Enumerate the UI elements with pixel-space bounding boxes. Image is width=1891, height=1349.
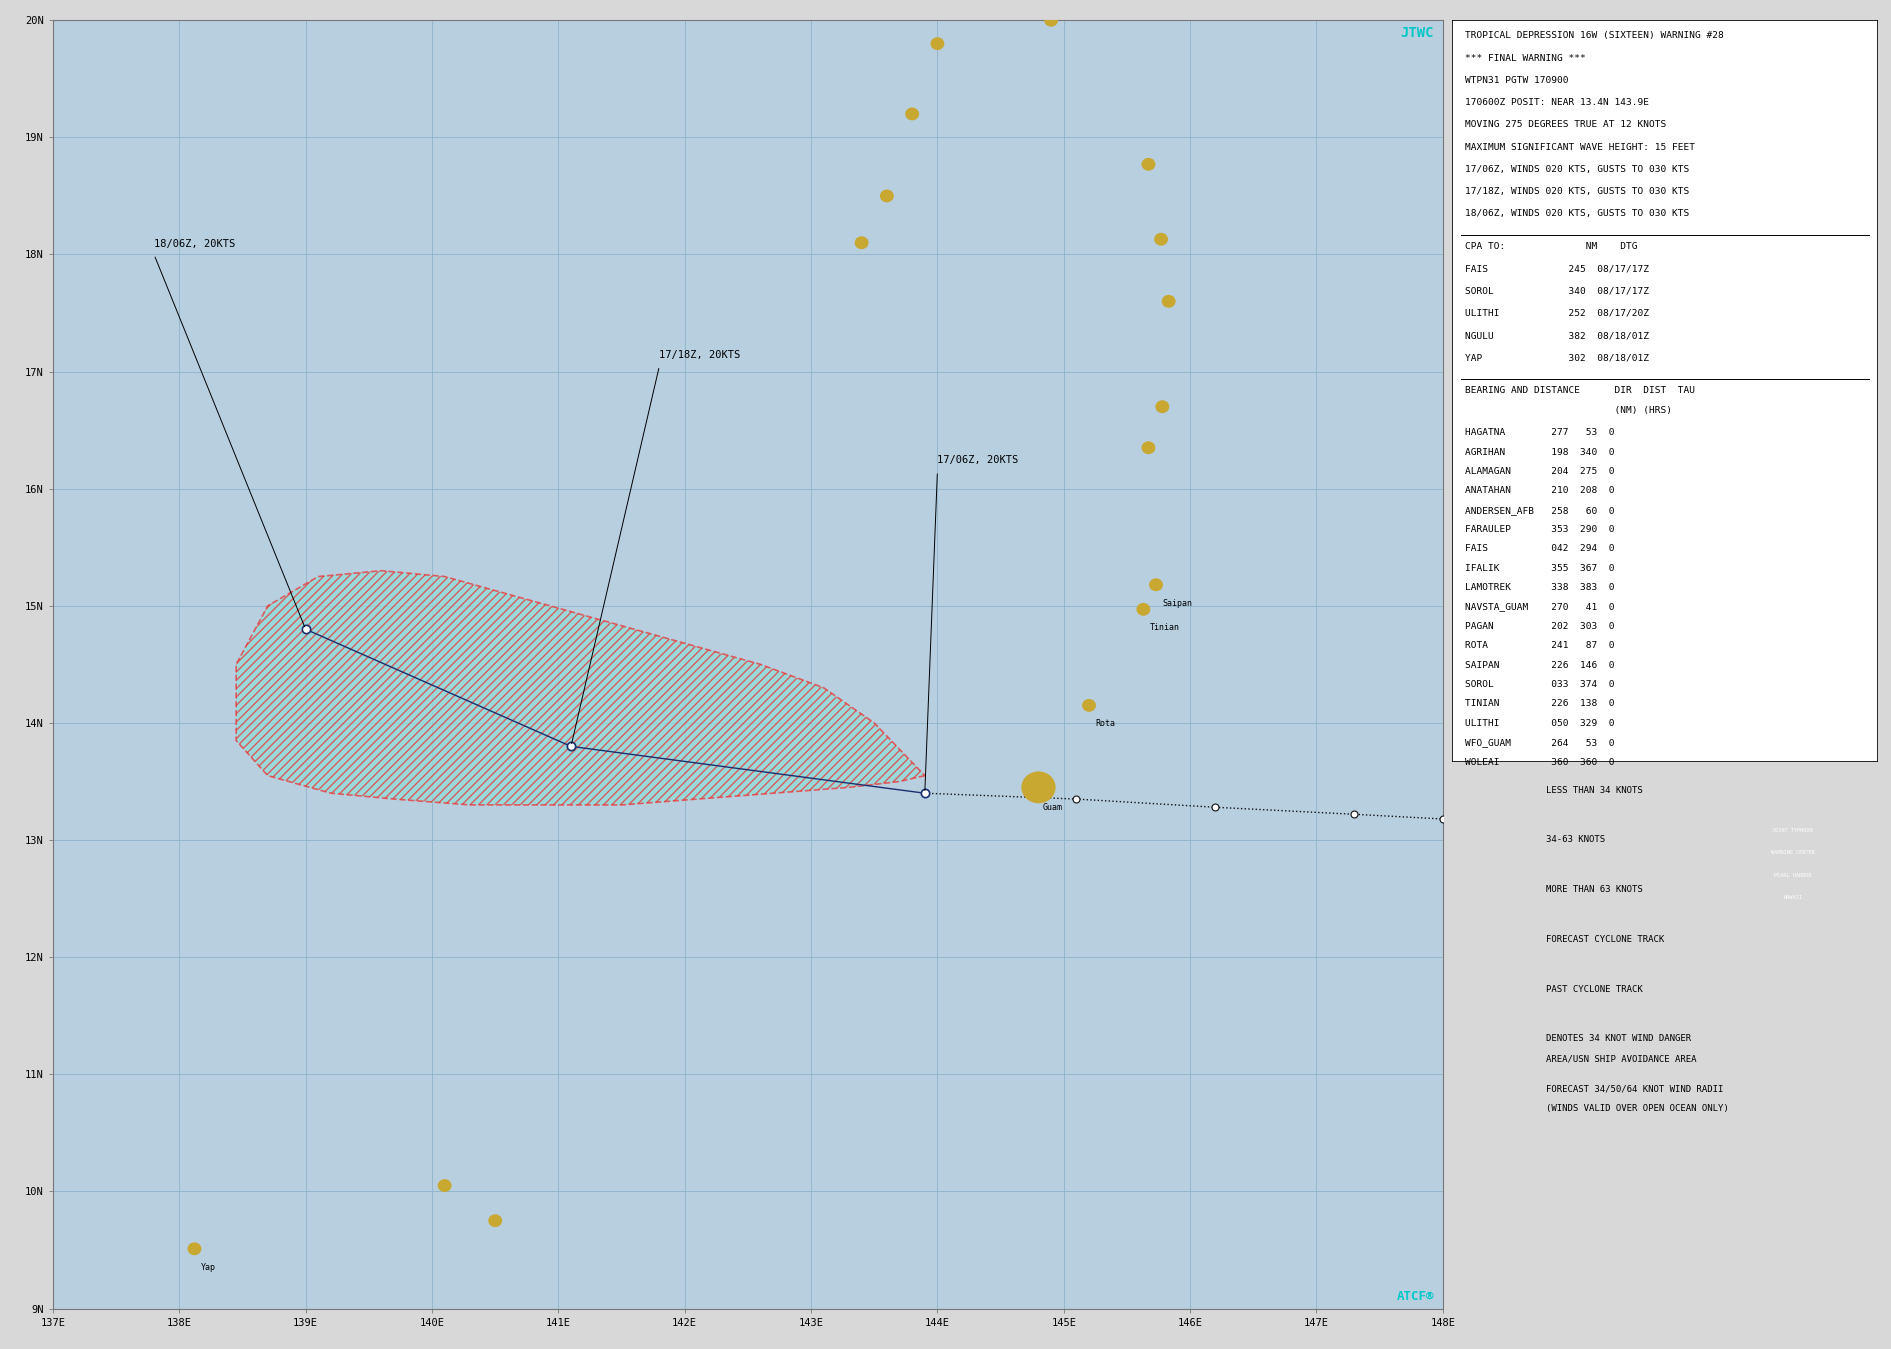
Text: Guam: Guam (1042, 803, 1063, 812)
Text: WFO_GUAM       264   53  0: WFO_GUAM 264 53 0 (1466, 738, 1615, 747)
Text: 17/18Z, 20KTS: 17/18Z, 20KTS (660, 349, 741, 360)
Text: FARAULEP       353  290  0: FARAULEP 353 290 0 (1466, 525, 1615, 534)
FancyBboxPatch shape (1452, 20, 1878, 762)
Text: FORECAST CYCLONE TRACK: FORECAST CYCLONE TRACK (1547, 935, 1664, 944)
Text: Yap: Yap (200, 1263, 216, 1272)
Text: Rota: Rota (1095, 719, 1116, 728)
Text: ANDERSEN_AFB   258   60  0: ANDERSEN_AFB 258 60 0 (1466, 506, 1615, 515)
Circle shape (1032, 781, 1046, 793)
Text: PEARL HARBOR: PEARL HARBOR (1774, 873, 1812, 878)
Text: YAP               302  08/18/01Z: YAP 302 08/18/01Z (1466, 353, 1649, 363)
Circle shape (1021, 772, 1055, 803)
Text: AGRIHAN        198  340  0: AGRIHAN 198 340 0 (1466, 448, 1615, 457)
Text: DENOTES 34 KNOT WIND DANGER: DENOTES 34 KNOT WIND DANGER (1547, 1035, 1691, 1043)
Circle shape (1142, 158, 1155, 171)
Text: WARNING CENTER: WARNING CENTER (1770, 850, 1815, 855)
Text: SOROL          033  374  0: SOROL 033 374 0 (1466, 680, 1615, 689)
Circle shape (1161, 295, 1176, 308)
Text: 17/06Z, 20KTS: 17/06Z, 20KTS (938, 455, 1019, 465)
Circle shape (930, 38, 944, 50)
Circle shape (855, 236, 868, 250)
Text: 170600Z POSIT: NEAR 13.4N 143.9E: 170600Z POSIT: NEAR 13.4N 143.9E (1466, 98, 1649, 107)
Text: ROTA           241   87  0: ROTA 241 87 0 (1466, 641, 1615, 650)
Text: FAIS              245  08/17/17Z: FAIS 245 08/17/17Z (1466, 264, 1649, 274)
Text: WTPN31 PGTW 170900: WTPN31 PGTW 170900 (1466, 76, 1568, 85)
Text: MOVING 275 DEGREES TRUE AT 12 KNOTS: MOVING 275 DEGREES TRUE AT 12 KNOTS (1466, 120, 1666, 130)
Circle shape (1044, 13, 1059, 27)
Circle shape (1142, 441, 1155, 455)
Text: PAGAN          202  303  0: PAGAN 202 303 0 (1466, 622, 1615, 631)
Text: 18/06Z, WINDS 020 KTS, GUSTS TO 030 KTS: 18/06Z, WINDS 020 KTS, GUSTS TO 030 KTS (1466, 209, 1689, 219)
Text: *** FINAL WARNING ***: *** FINAL WARNING *** (1466, 54, 1587, 62)
Text: Tinian: Tinian (1150, 623, 1180, 633)
Text: 17/06Z, WINDS 020 KTS, GUSTS TO 030 KTS: 17/06Z, WINDS 020 KTS, GUSTS TO 030 KTS (1466, 165, 1689, 174)
Text: HAWAII: HAWAII (1783, 894, 1802, 900)
Text: 18/06Z, 20KTS: 18/06Z, 20KTS (153, 239, 234, 248)
Text: JOINT TYPHOON: JOINT TYPHOON (1772, 828, 1813, 834)
Circle shape (1155, 401, 1169, 413)
Text: SAIPAN         226  146  0: SAIPAN 226 146 0 (1466, 661, 1615, 669)
Text: JTWC: JTWC (1401, 26, 1433, 40)
Text: CPA TO:              NM    DTG: CPA TO: NM DTG (1466, 241, 1638, 251)
Circle shape (906, 108, 919, 120)
Text: AREA/USN SHIP AVOIDANCE AREA: AREA/USN SHIP AVOIDANCE AREA (1547, 1055, 1696, 1063)
Text: Saipan: Saipan (1163, 599, 1193, 608)
Text: LAMOTREK       338  383  0: LAMOTREK 338 383 0 (1466, 583, 1615, 592)
Text: 17/18Z, WINDS 020 KTS, GUSTS TO 030 KTS: 17/18Z, WINDS 020 KTS, GUSTS TO 030 KTS (1466, 188, 1689, 196)
Text: SOROL             340  08/17/17Z: SOROL 340 08/17/17Z (1466, 286, 1649, 295)
Text: TROPICAL DEPRESSION 16W (SIXTEEN) WARNING #28: TROPICAL DEPRESSION 16W (SIXTEEN) WARNIN… (1466, 31, 1725, 40)
Text: ALAMAGAN       204  275  0: ALAMAGAN 204 275 0 (1466, 467, 1615, 476)
Text: 34-63 KNOTS: 34-63 KNOTS (1547, 835, 1605, 844)
Text: TINIAN         226  138  0: TINIAN 226 138 0 (1466, 699, 1615, 708)
Text: BEARING AND DISTANCE      DIR  DIST  TAU: BEARING AND DISTANCE DIR DIST TAU (1466, 386, 1694, 395)
Circle shape (187, 1242, 202, 1255)
Circle shape (1757, 797, 1829, 924)
Text: LESS THAN 34 KNOTS: LESS THAN 34 KNOTS (1547, 785, 1643, 795)
Circle shape (488, 1214, 503, 1228)
Circle shape (1150, 579, 1163, 591)
Text: IFALIK         355  367  0: IFALIK 355 367 0 (1466, 564, 1615, 573)
FancyBboxPatch shape (1466, 1035, 1534, 1064)
Text: NGULU             382  08/18/01Z: NGULU 382 08/18/01Z (1466, 331, 1649, 340)
Text: PAST CYCLONE TRACK: PAST CYCLONE TRACK (1547, 985, 1643, 994)
Circle shape (1154, 233, 1169, 246)
Text: ATCF®: ATCF® (1396, 1290, 1433, 1303)
Circle shape (437, 1179, 452, 1193)
Text: FAIS           042  294  0: FAIS 042 294 0 (1466, 545, 1615, 553)
Circle shape (879, 189, 894, 202)
Text: NAVSTA_GUAM    270   41  0: NAVSTA_GUAM 270 41 0 (1466, 603, 1615, 611)
Text: HAGATNA        277   53  0: HAGATNA 277 53 0 (1466, 429, 1615, 437)
Polygon shape (236, 571, 925, 805)
Circle shape (1082, 699, 1097, 712)
Circle shape (1136, 603, 1150, 615)
Text: ANATAHAN       210  208  0: ANATAHAN 210 208 0 (1466, 487, 1615, 495)
Text: (WINDS VALID OVER OPEN OCEAN ONLY): (WINDS VALID OVER OPEN OCEAN ONLY) (1547, 1103, 1728, 1113)
Text: ULITHI            252  08/17/20Z: ULITHI 252 08/17/20Z (1466, 309, 1649, 318)
Text: MAXIMUM SIGNIFICANT WAVE HEIGHT: 15 FEET: MAXIMUM SIGNIFICANT WAVE HEIGHT: 15 FEET (1466, 143, 1694, 151)
Text: MORE THAN 63 KNOTS: MORE THAN 63 KNOTS (1547, 885, 1643, 894)
Text: WOLEAI         360  360  0: WOLEAI 360 360 0 (1466, 758, 1615, 766)
Text: (NM) (HRS): (NM) (HRS) (1466, 406, 1672, 415)
Text: FORECAST 34/50/64 KNOT WIND RADII: FORECAST 34/50/64 KNOT WIND RADII (1547, 1085, 1723, 1093)
Text: ULITHI         050  329  0: ULITHI 050 329 0 (1466, 719, 1615, 727)
